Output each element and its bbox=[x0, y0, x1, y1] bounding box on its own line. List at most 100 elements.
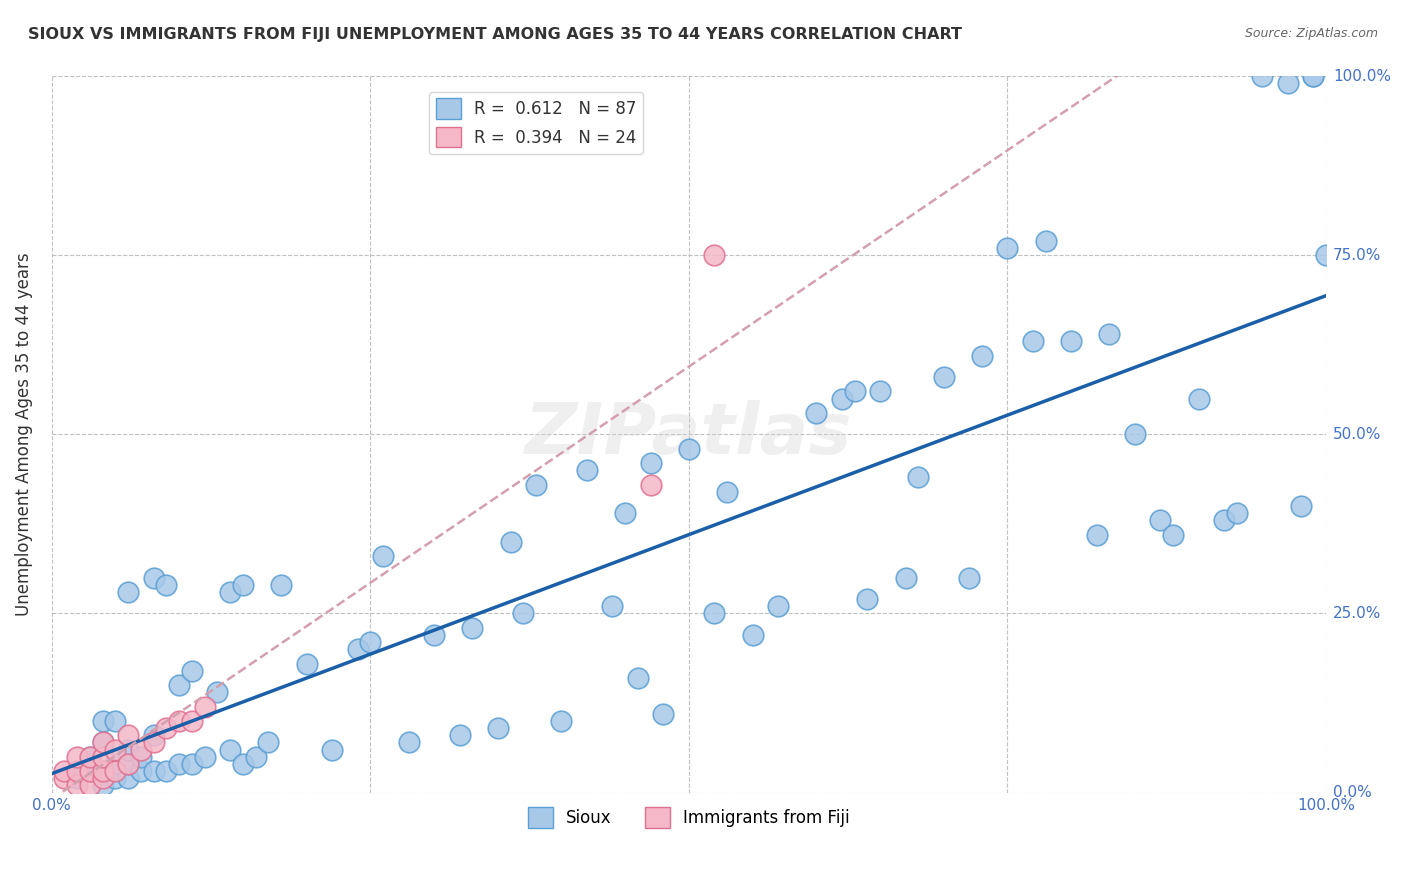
Point bbox=[1188, 392, 1211, 406]
Point bbox=[716, 484, 738, 499]
Point bbox=[766, 599, 789, 614]
Point bbox=[117, 772, 139, 786]
Point bbox=[575, 463, 598, 477]
Point bbox=[155, 764, 177, 779]
Point bbox=[1251, 69, 1274, 83]
Point bbox=[359, 635, 381, 649]
Text: 0.0%: 0.0% bbox=[1333, 785, 1372, 800]
Point bbox=[932, 370, 955, 384]
Point bbox=[142, 764, 165, 779]
Point bbox=[602, 599, 624, 614]
Point bbox=[219, 585, 242, 599]
Point bbox=[117, 742, 139, 756]
Point bbox=[1277, 76, 1299, 90]
Point bbox=[91, 772, 114, 786]
Point bbox=[167, 678, 190, 692]
Point bbox=[53, 764, 76, 779]
Point bbox=[129, 742, 152, 756]
Point bbox=[257, 735, 280, 749]
Point bbox=[91, 714, 114, 728]
Point bbox=[129, 749, 152, 764]
Point bbox=[91, 749, 114, 764]
Point bbox=[295, 657, 318, 671]
Point bbox=[167, 756, 190, 771]
Text: ZIPatlas: ZIPatlas bbox=[526, 400, 852, 469]
Point bbox=[371, 549, 394, 564]
Point bbox=[181, 664, 204, 678]
Point bbox=[79, 764, 101, 779]
Point bbox=[640, 477, 662, 491]
Point bbox=[181, 756, 204, 771]
Point bbox=[66, 779, 89, 793]
Point bbox=[1149, 513, 1171, 527]
Point bbox=[856, 592, 879, 607]
Point bbox=[1213, 513, 1236, 527]
Point bbox=[1060, 334, 1083, 348]
Point bbox=[142, 571, 165, 585]
Point bbox=[907, 470, 929, 484]
Point bbox=[181, 714, 204, 728]
Point bbox=[1098, 326, 1121, 341]
Point bbox=[1302, 69, 1324, 83]
Point bbox=[129, 764, 152, 779]
Point bbox=[91, 735, 114, 749]
Point bbox=[1123, 427, 1146, 442]
Point bbox=[232, 756, 254, 771]
Point bbox=[741, 628, 763, 642]
Point bbox=[1022, 334, 1045, 348]
Legend: Sioux, Immigrants from Fiji: Sioux, Immigrants from Fiji bbox=[522, 801, 856, 835]
Point bbox=[652, 706, 675, 721]
Point bbox=[1161, 527, 1184, 541]
Point bbox=[614, 506, 637, 520]
Point bbox=[79, 779, 101, 793]
Point bbox=[91, 779, 114, 793]
Point bbox=[524, 477, 547, 491]
Text: 25.0%: 25.0% bbox=[1333, 606, 1381, 621]
Point bbox=[869, 384, 891, 399]
Point bbox=[997, 241, 1019, 255]
Point bbox=[423, 628, 446, 642]
Text: 100.0%: 100.0% bbox=[1333, 69, 1391, 84]
Point bbox=[270, 578, 292, 592]
Point bbox=[1289, 499, 1312, 513]
Point bbox=[117, 728, 139, 742]
Point bbox=[831, 392, 853, 406]
Point bbox=[1085, 527, 1108, 541]
Point bbox=[194, 699, 217, 714]
Y-axis label: Unemployment Among Ages 35 to 44 years: Unemployment Among Ages 35 to 44 years bbox=[15, 252, 32, 616]
Point bbox=[678, 442, 700, 456]
Point bbox=[194, 749, 217, 764]
Point bbox=[104, 756, 127, 771]
Point bbox=[91, 764, 114, 779]
Point bbox=[486, 721, 509, 735]
Point bbox=[117, 756, 139, 771]
Point bbox=[155, 721, 177, 735]
Point bbox=[970, 349, 993, 363]
Point bbox=[1315, 248, 1337, 262]
Text: 75.0%: 75.0% bbox=[1333, 248, 1381, 262]
Point bbox=[321, 742, 343, 756]
Point bbox=[219, 742, 242, 756]
Point bbox=[461, 621, 484, 635]
Point bbox=[957, 571, 980, 585]
Point bbox=[245, 749, 267, 764]
Point bbox=[346, 642, 368, 657]
Point bbox=[449, 728, 471, 742]
Point bbox=[398, 735, 420, 749]
Point bbox=[167, 714, 190, 728]
Point bbox=[117, 585, 139, 599]
Point bbox=[91, 764, 114, 779]
Point bbox=[117, 756, 139, 771]
Point bbox=[104, 714, 127, 728]
Point bbox=[142, 728, 165, 742]
Point bbox=[844, 384, 866, 399]
Text: 50.0%: 50.0% bbox=[1333, 427, 1381, 442]
Text: Source: ZipAtlas.com: Source: ZipAtlas.com bbox=[1244, 27, 1378, 40]
Point bbox=[66, 764, 89, 779]
Point bbox=[1226, 506, 1249, 520]
Point bbox=[66, 772, 89, 786]
Point bbox=[104, 742, 127, 756]
Point bbox=[1302, 69, 1324, 83]
Point bbox=[207, 685, 229, 699]
Point bbox=[640, 456, 662, 470]
